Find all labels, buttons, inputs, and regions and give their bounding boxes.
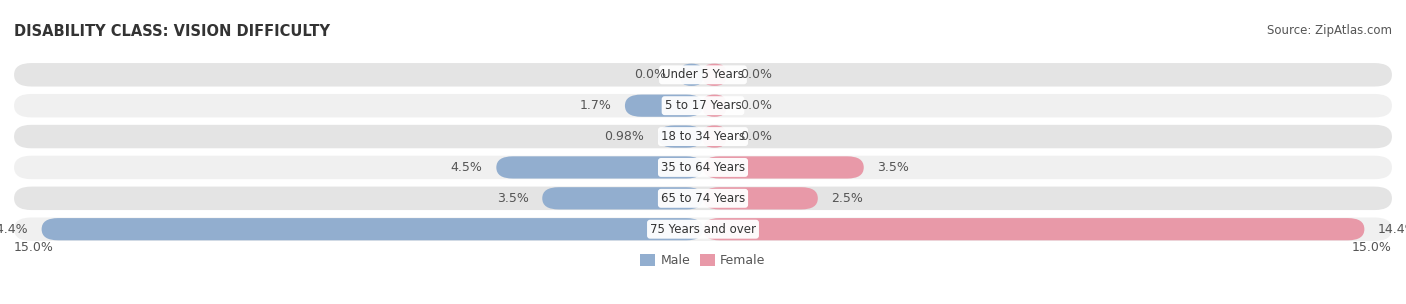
FancyBboxPatch shape [14,217,1392,241]
Text: 3.5%: 3.5% [496,192,529,205]
FancyBboxPatch shape [496,156,703,178]
Text: Under 5 Years: Under 5 Years [662,68,744,81]
Text: 0.98%: 0.98% [605,130,644,143]
FancyBboxPatch shape [703,64,725,86]
Text: 65 to 74 Years: 65 to 74 Years [661,192,745,205]
Text: 0.0%: 0.0% [740,130,772,143]
Text: 35 to 64 Years: 35 to 64 Years [661,161,745,174]
FancyBboxPatch shape [624,95,703,117]
Text: 2.5%: 2.5% [831,192,863,205]
FancyBboxPatch shape [14,156,1392,179]
FancyBboxPatch shape [703,218,1364,240]
Text: 18 to 34 Years: 18 to 34 Years [661,130,745,143]
Text: 75 Years and over: 75 Years and over [650,223,756,236]
FancyBboxPatch shape [14,94,1392,117]
Text: 15.0%: 15.0% [1353,241,1392,254]
Text: 0.0%: 0.0% [634,68,666,81]
Text: 14.4%: 14.4% [0,223,28,236]
Text: 14.4%: 14.4% [1378,223,1406,236]
Text: Source: ZipAtlas.com: Source: ZipAtlas.com [1267,24,1392,37]
FancyBboxPatch shape [703,126,725,148]
FancyBboxPatch shape [14,187,1392,210]
FancyBboxPatch shape [14,63,1392,87]
FancyBboxPatch shape [42,218,703,240]
FancyBboxPatch shape [681,64,703,86]
Text: 0.0%: 0.0% [740,68,772,81]
FancyBboxPatch shape [658,126,703,148]
Text: DISABILITY CLASS: VISION DIFFICULTY: DISABILITY CLASS: VISION DIFFICULTY [14,24,330,39]
FancyBboxPatch shape [14,125,1392,148]
Text: 15.0%: 15.0% [14,241,53,254]
FancyBboxPatch shape [703,187,818,209]
Text: 0.0%: 0.0% [740,99,772,112]
FancyBboxPatch shape [703,156,863,178]
FancyBboxPatch shape [703,95,725,117]
Text: 1.7%: 1.7% [579,99,612,112]
Text: 5 to 17 Years: 5 to 17 Years [665,99,741,112]
Legend: Male, Female: Male, Female [636,249,770,272]
Text: 4.5%: 4.5% [451,161,482,174]
FancyBboxPatch shape [543,187,703,209]
Text: 3.5%: 3.5% [877,161,910,174]
